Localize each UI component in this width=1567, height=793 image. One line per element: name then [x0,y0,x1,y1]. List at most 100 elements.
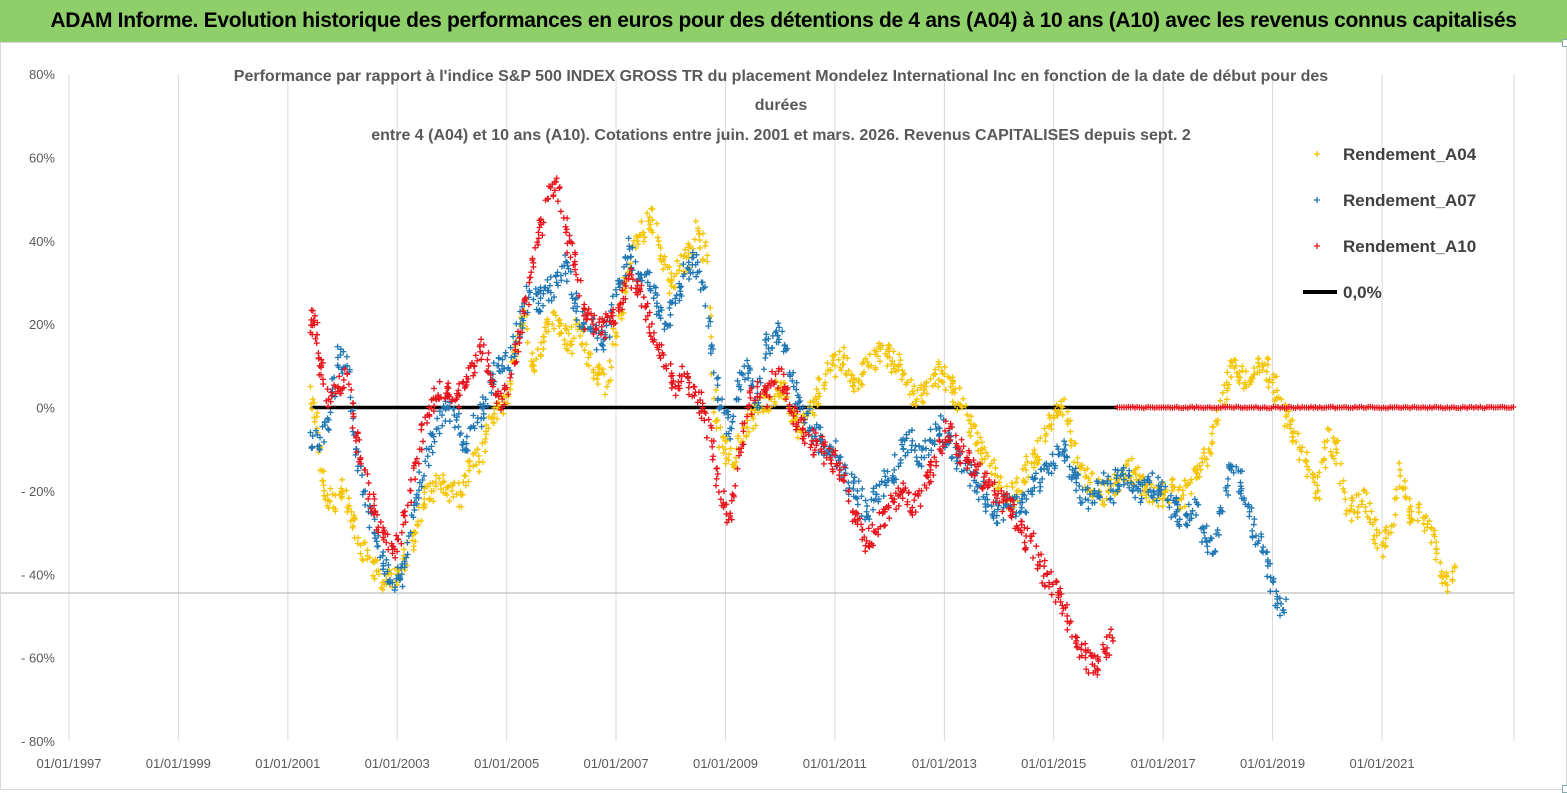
scatter-mark-rendement_a10 [866,539,873,546]
scatter-mark-rendement_a04 [910,390,917,397]
scatter-mark-rendement_a07 [1155,474,1162,481]
scatter-mark-rendement_a04 [388,570,395,577]
scatter-mark-rendement_a10 [715,489,722,496]
scatter-mark-rendement_a04 [882,350,889,357]
scatter-mark-rendement_a04 [918,382,925,389]
scatter-mark-rendement_a07 [1129,488,1136,495]
scatter-mark-rendement_a10 [534,239,541,246]
point-rendement_a10-43 [690,383,697,390]
scatter-mark-rendement_a04 [1383,524,1390,531]
scatter-mark-rendement_a04 [939,379,946,386]
scatter-mark-rendement_a10 [371,496,378,503]
scatter-mark-rendement_a10 [1048,591,1055,598]
scatter-mark-rendement_a10 [499,396,506,403]
point-rendement_a04-91 [1132,471,1139,478]
scatter-mark-rendement_a04 [1135,464,1142,471]
scatter-mark-rendement_a04 [719,434,726,441]
scatter-mark-rendement_a10 [312,335,319,342]
point-rendement_a07-85 [1082,496,1089,503]
scatter-mark-rendement_a04 [1198,455,1205,462]
scatter-mark-rendement_a10 [428,405,435,412]
scatter-mark-rendement_a04 [1397,472,1404,479]
scatter-mark-rendement_a07 [1264,558,1271,565]
scatter-mark-rendement_a10 [1041,557,1048,564]
scatter-mark-rendement_a04 [1406,506,1413,513]
scatter-mark-rendement_a04 [482,435,489,442]
scatter-mark-rendement_a07 [1267,574,1274,581]
scatter-mark-rendement_a10 [775,368,782,375]
scatter-mark-rendement_a07 [1154,491,1161,498]
scatter-mark-rendement_a04 [1414,517,1421,524]
scatter-mark-rendement_a07 [864,503,870,510]
scatter-mark-rendement_a07 [784,345,791,352]
scatter-mark-rendement_a10 [1021,539,1028,546]
scatter-mark-rendement_a07 [714,382,721,389]
scatter-mark-rendement_a10 [328,389,335,396]
scatter-mark-rendement_a10 [412,459,419,466]
scatter-mark-rendement_a04 [433,472,440,479]
scatter-mark-rendement_a07 [862,497,869,504]
chart-title-line-1: Performance par rapport à l'indice S&P 5… [234,68,1328,85]
scatter-mark-rendement_a10 [470,372,477,379]
scatter-mark-rendement_a07 [590,315,597,322]
scatter-mark-rendement_a10 [882,506,889,513]
scatter-mark-rendement_a04 [836,348,843,355]
scatter-mark-rendement_a04 [1225,381,1232,388]
scatter-mark-rendement_a04 [1304,449,1311,456]
point-rendement_a10-50 [754,383,761,390]
scatter-mark-rendement_a07 [331,374,338,381]
scatter-mark-rendement_a04 [409,537,416,544]
scatter-mark-rendement_a10 [799,426,806,433]
point-rendement_a10-54 [790,412,797,419]
scatter-mark-rendement_a07 [393,575,400,582]
scatter-mark-rendement_a10 [371,502,378,509]
scatter-mark-rendement_a04 [862,355,869,362]
scatter-mark-rendement_a10 [642,316,649,323]
scatter-mark-rendement_a04 [1449,568,1456,575]
scatter-mark-rendement_a04 [1361,486,1368,493]
scatter-mark-rendement_a07 [931,441,938,448]
point-rendement_a10-17 [453,396,460,403]
scatter-mark-rendement_a04 [1188,476,1195,483]
scatter-mark-rendement_a04 [1348,506,1355,513]
scatter-mark-rendement_a10 [787,408,794,415]
scatter-mark-rendement_a07 [507,344,514,351]
scatter-mark-rendement_a07 [851,474,858,481]
scatter-mark-rendement_a07 [544,276,551,283]
scatter-mark-rendement_a07 [918,463,925,470]
point-rendement_a04-120 [1397,467,1404,474]
scatter-mark-rendement_a04 [424,483,431,490]
point-rendement_a07-94 [1164,496,1171,503]
scatter-mark-rendement_a07 [418,483,425,490]
scatter-mark-rendement_a10 [456,380,463,387]
scatter-mark-rendement_a10 [872,528,879,535]
scatter-mark-rendement_a07 [776,324,783,331]
scatter-mark-rendement_a04 [1289,417,1296,424]
scatter-mark-rendement_a04 [816,376,823,383]
scatter-mark-rendement_a04 [347,518,354,525]
scatter-mark-rendement_a07 [403,554,410,561]
scatter-mark-rendement_a10 [885,502,892,509]
scatter-mark-rendement_a10 [965,459,972,466]
scatter-mark-rendement_a10 [679,363,686,370]
point-rendement_a07-82 [1055,446,1062,453]
scatter-mark-rendement_a04 [988,460,995,467]
scatter-mark-rendement_a10 [407,487,414,494]
point-rendement_a10-84 [1064,612,1071,619]
scatter-mark-rendement_a04 [540,333,547,340]
scatter-mark-rendement_a10 [875,531,882,538]
chart-handle-top-right[interactable] [1562,39,1567,47]
scatter-mark-rendement_a04 [636,231,643,238]
scatter-mark-rendement_a07 [702,302,709,309]
scatter-mark-rendement_a04 [921,386,928,393]
point-rendement_a07-11 [407,529,414,536]
scatter-mark-rendement_a10 [1095,658,1102,665]
scatter-mark-rendement_a07 [632,258,639,265]
scatter-mark-rendement_a10 [650,329,657,336]
scatter-mark-rendement_a07 [558,277,565,284]
scatter-mark-rendement_a04 [524,325,531,332]
scatter-mark-rendement_a07 [598,340,605,347]
scatter-mark-rendement_a10 [1099,641,1106,648]
scatter-mark-rendement_a10 [956,459,963,466]
scatter-mark-rendement_a04 [972,441,979,448]
